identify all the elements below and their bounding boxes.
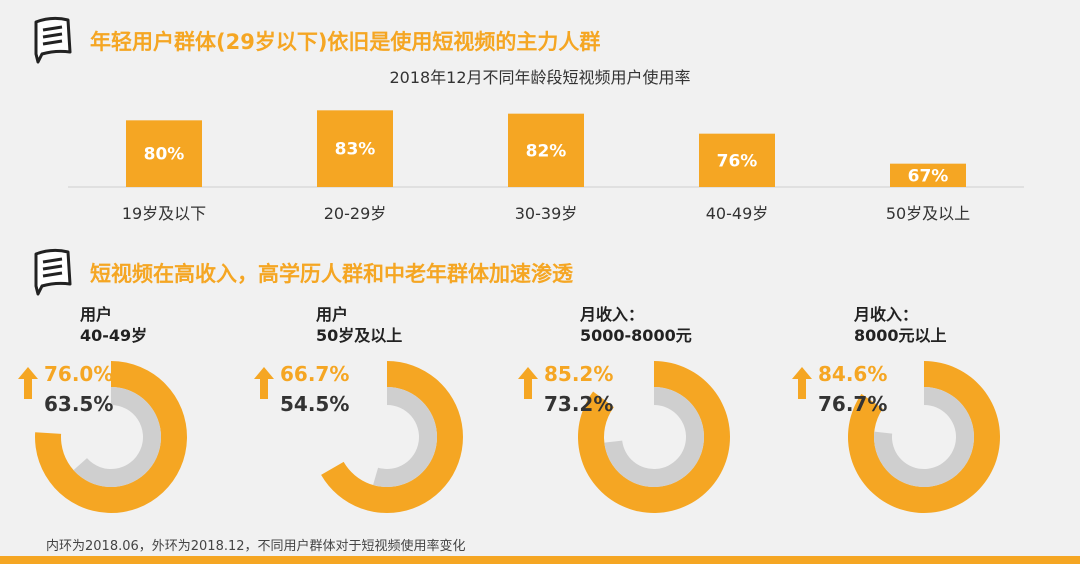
bar-value-label: 67%: [908, 166, 949, 186]
up-arrow-icon: [792, 367, 812, 379]
bar-category-label: 19岁及以下: [122, 204, 206, 223]
nested-donut-chart: [848, 361, 1000, 513]
inner-ring-value: 73.2%: [544, 392, 614, 416]
inner-ring-arc: [73, 387, 161, 487]
bar-category-label: 40-49岁: [706, 204, 769, 223]
up-arrow-icon: [518, 367, 538, 379]
outer-ring-arc: [35, 361, 187, 513]
nested-donut-chart: [35, 361, 187, 513]
section1-title: 年轻用户群体(29岁以下)依旧是使用短视频的主力人群: [90, 30, 601, 54]
bar-category-label: 20-29岁: [324, 204, 387, 223]
outer-ring-arc: [321, 361, 463, 513]
up-arrow-icon: [254, 367, 274, 379]
bar-chart-title: 2018年12月不同年龄段短视频用户使用率: [389, 68, 691, 87]
footnote: 内环为2018.06，外环为2018.12，不同用户群体对于短视频使用率变化: [46, 539, 466, 554]
outer-ring-value: 85.2%: [544, 362, 614, 386]
inner-ring-value: 63.5%: [44, 392, 114, 416]
donut-group-label: 用户 40-49岁: [80, 305, 148, 345]
up-arrow-shaft: [798, 379, 806, 399]
up-arrow-shaft: [524, 379, 532, 399]
outer-ring-value: 66.7%: [280, 362, 350, 386]
bottom-accent-bar: [0, 556, 1080, 564]
notepad-icon: [34, 16, 72, 64]
outer-ring-arc: [578, 361, 730, 513]
bar-category-label: 50岁及以上: [886, 204, 970, 223]
nested-donut-chart: [321, 361, 463, 513]
inner-ring-arc: [373, 387, 437, 487]
donut-group-label: 用户 50岁及以上: [316, 305, 403, 345]
bar-value-label: 80%: [144, 145, 185, 165]
outer-ring-value: 84.6%: [818, 362, 888, 386]
donut-group-label: 月收入： 8000元以上: [854, 305, 947, 345]
bar-category-label: 30-39岁: [515, 204, 578, 223]
bar: [508, 113, 584, 187]
age-usage-bar-chart: 80% 19岁及以下 83% 20-29岁 82% 30-39岁 76% 40-49岁 67% 5…: [68, 110, 1024, 223]
up-arrow-shaft: [260, 379, 268, 399]
bar: [126, 120, 202, 187]
section2-title: 短视频在高收入，高学历人群和中老年群体加速渗透: [90, 262, 573, 286]
bar-value-label: 76%: [717, 151, 758, 171]
outer-ring-value: 76.0%: [44, 362, 114, 386]
up-arrow-icon: [18, 367, 38, 379]
nested-donut-chart: [578, 361, 730, 513]
bar-value-label: 83%: [335, 140, 376, 160]
inner-ring-arc: [874, 387, 974, 487]
bar-value-label: 82%: [526, 141, 567, 161]
notepad-icon: [34, 248, 72, 296]
up-arrow-shaft: [24, 379, 32, 399]
bar: [890, 163, 966, 187]
inner-ring-arc: [604, 387, 704, 487]
bar: [699, 133, 775, 187]
donut-group-label: 月收入： 5000-8000元: [580, 305, 692, 345]
bar: [317, 110, 393, 187]
inner-ring-value: 54.5%: [280, 392, 350, 416]
inner-ring-value: 76.7%: [818, 392, 888, 416]
outer-ring-arc: [848, 361, 1000, 513]
